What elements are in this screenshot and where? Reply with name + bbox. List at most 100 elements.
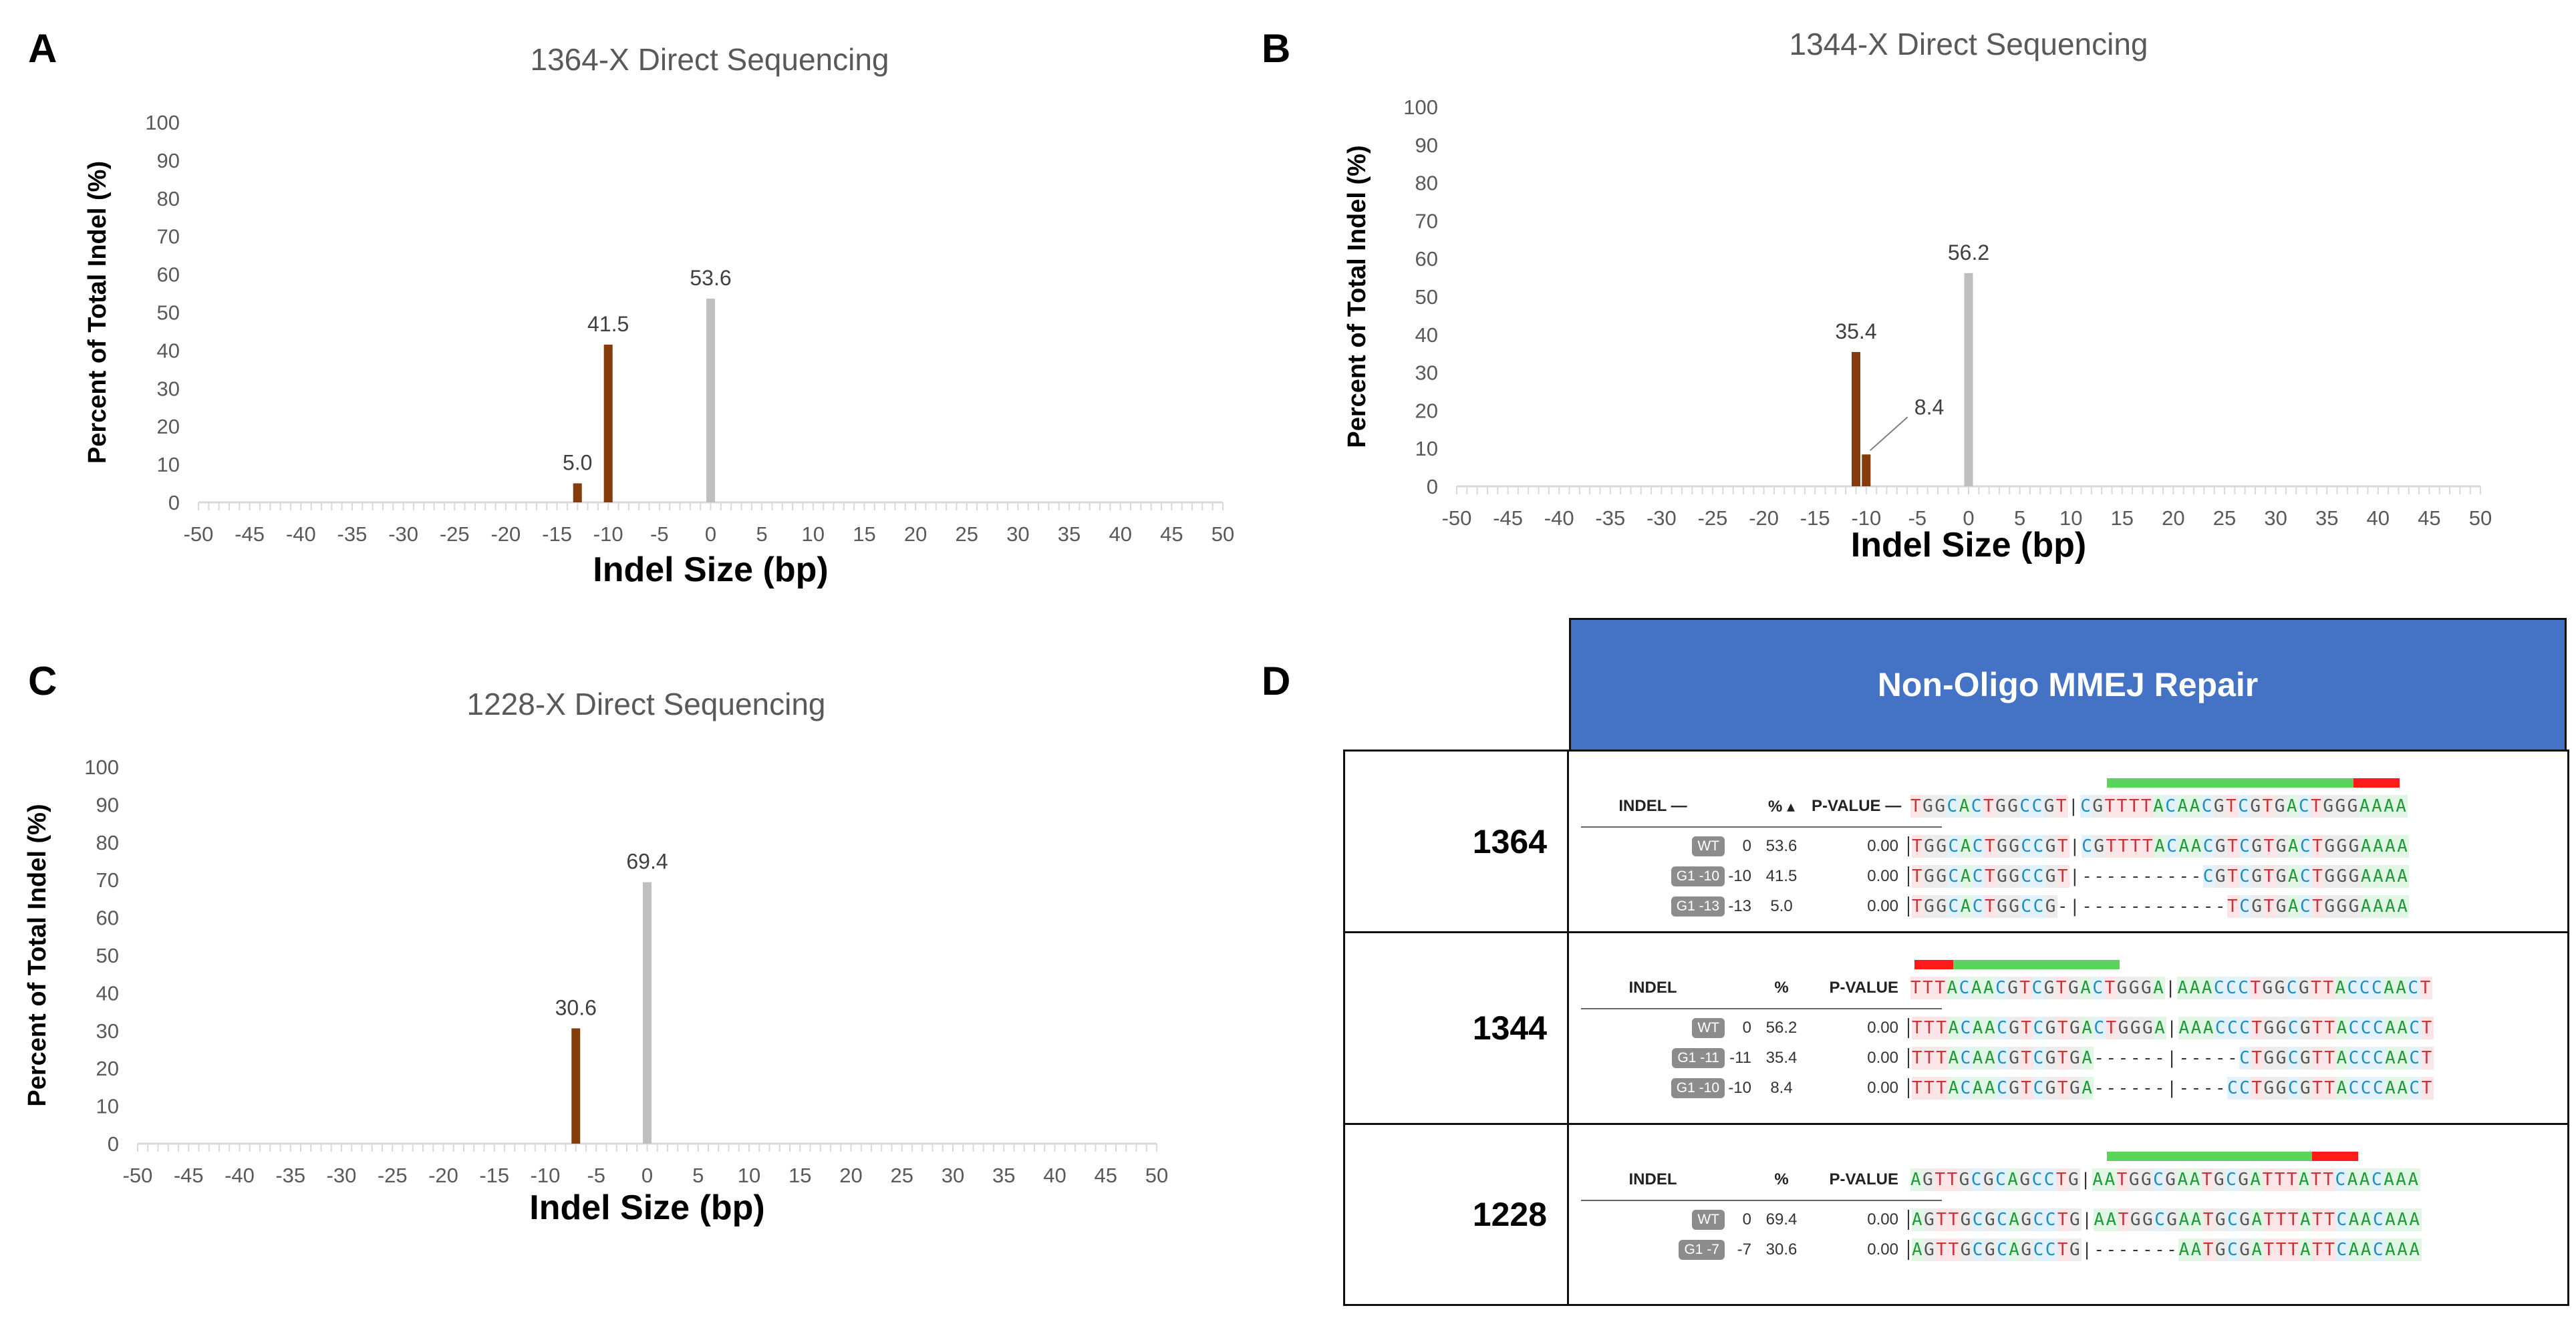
x-tick-label: 0 — [641, 1164, 653, 1187]
x-tick-label: -30 — [1647, 506, 1677, 530]
x-tick-label: -10 — [1851, 506, 1881, 530]
indel-length: -11 — [1729, 1049, 1751, 1067]
y-tick-label: 80 — [1415, 172, 1438, 195]
y-tick-label: 30 — [96, 1019, 119, 1043]
panel-letter-b: B — [1262, 26, 1291, 71]
bar — [643, 882, 652, 1144]
indel-cell: G1 -13 — [1581, 896, 1725, 917]
x-tick-label: 50 — [2469, 506, 2492, 530]
y-axis-label: Percent of Total Indel (%) — [1343, 145, 1371, 448]
y-tick-label: 0 — [108, 1132, 119, 1156]
indel-pvalue: 0.00 — [1867, 1210, 1898, 1228]
x-tick-label: 45 — [2418, 506, 2440, 530]
x-tick-label: 15 — [2111, 506, 2134, 530]
x-axis-label: Indel Size (bp) — [529, 1188, 764, 1227]
x-tick-label: 35 — [1058, 522, 1081, 546]
panel-d-mmej-table: Non-Oligo MMEJ Repair 1364 INDEL — % ▴ P-VA… — [1343, 618, 2569, 1306]
x-tick-label: 10 — [802, 522, 825, 546]
y-tick-label: 10 — [1415, 437, 1438, 460]
d-row-1364: 1364 INDEL — % ▴ P-VALUE — TGGCACTGGCCGT|CGT… — [1343, 750, 2569, 933]
sequence: TGGCACTGGCCG-|------------TCGTGACTGGGAAA… — [1908, 895, 2410, 918]
indel-cell: G1 -10 — [1581, 866, 1725, 886]
indel-percent: 69.4 — [1765, 1210, 1798, 1228]
indel-length: 0 — [1742, 1210, 1751, 1228]
y-tick-label: 80 — [96, 831, 119, 854]
x-tick-label: 20 — [904, 522, 927, 546]
indel-cell: G1 -11 — [1581, 1048, 1725, 1068]
y-tick-label: 30 — [1415, 361, 1438, 385]
y-tick-label: 30 — [157, 377, 180, 400]
y-tick-label: 40 — [96, 981, 119, 1005]
x-tick-label: 30 — [942, 1164, 964, 1187]
indel-percent: 53.6 — [1765, 837, 1798, 855]
header-pvalue: P-VALUE — [1829, 1170, 1898, 1188]
sequence: TGGCACTGGCCGT|----------CGTCGTGACTGGGAAA… — [1908, 865, 2410, 888]
indel-table: INDEL% P-VALUE AGTTGCGCAGCCTG|AATGGCGAATGC… — [1569, 1125, 2567, 1304]
y-tick-label: 60 — [1415, 247, 1438, 271]
y-tick-label: 10 — [157, 453, 180, 476]
indel-pvalue: 0.00 — [1867, 1079, 1898, 1097]
y-tick-label: 60 — [96, 906, 119, 930]
bar — [1862, 454, 1871, 486]
header-percent: % — [1774, 1170, 1789, 1188]
indel-length: -13 — [1728, 897, 1751, 915]
x-tick-label: 40 — [1109, 522, 1131, 546]
bar-value-label: 30.6 — [555, 995, 597, 1019]
sequence: AGTTGCGCAGCCTG|-------AATGCGATTTATTCAACA… — [1908, 1238, 2422, 1261]
y-tick-label: 60 — [157, 263, 180, 287]
x-tick-label: -5 — [650, 522, 669, 546]
y-tick-label: 90 — [1415, 134, 1438, 157]
d-row-1228: 1228 INDEL% P-VALUE AGTTGCGCAGCCTG|AATGGCGA… — [1343, 1123, 2569, 1306]
x-tick-label: 30 — [2264, 506, 2287, 530]
table-row: WT 0 69.4 0.00 AGTTGCGCAGCCTG|AATGGCGAATGCGA… — [1581, 1206, 2422, 1233]
indel-percent: 30.6 — [1765, 1241, 1798, 1259]
x-tick-label: 15 — [853, 522, 875, 546]
pam-bar — [2353, 778, 2400, 788]
x-tick-label: 50 — [1211, 522, 1234, 546]
x-tick-label: 5 — [692, 1164, 704, 1187]
sequence: TTTACAACGTCGTGACTGGGA|AAACCCTGGCGTTACCCA… — [1910, 977, 2432, 999]
header-pvalue: P-VALUE — — [1812, 797, 1902, 815]
indel-percent: 5.0 — [1770, 897, 1793, 915]
d-row-1344: 1344 INDEL% P-VALUE TTTACAACGTCGTGACTGGGA|A… — [1343, 931, 2569, 1125]
x-tick-label: -50 — [123, 1164, 153, 1187]
label-leader-line — [1870, 416, 1908, 452]
x-tick-label: -25 — [378, 1164, 408, 1187]
x-tick-label: -25 — [1698, 506, 1728, 530]
header-percent: % ▴ — [1767, 797, 1796, 816]
y-tick-label: 100 — [84, 756, 119, 779]
indel-pvalue: 0.00 — [1867, 897, 1898, 915]
bar-value-label: 53.6 — [690, 266, 731, 290]
y-tick-label: 50 — [157, 301, 180, 325]
x-tick-label: 0 — [705, 522, 716, 546]
x-tick-label: -35 — [1595, 506, 1625, 530]
indel-tag: G1 -7 — [1679, 1240, 1725, 1260]
pam-bar — [1914, 960, 1953, 969]
x-tick-label: -15 — [479, 1164, 509, 1187]
indel-tag: G1 -11 — [1672, 1048, 1725, 1068]
guide-target-bar — [2107, 778, 2353, 788]
indel-length: -10 — [1728, 867, 1751, 885]
indel-pvalue: 0.00 — [1867, 1049, 1898, 1067]
indel-cell: WT — [1581, 836, 1725, 856]
x-tick-label: -15 — [1800, 506, 1830, 530]
x-tick-label: -30 — [388, 522, 418, 546]
bar — [573, 483, 582, 502]
x-tick-label: 40 — [2367, 506, 2390, 530]
indel-percent: 35.4 — [1765, 1049, 1798, 1067]
header-percent: % — [1774, 979, 1789, 997]
y-tick-label: 20 — [1415, 399, 1438, 422]
chart-title: 1344-X Direct Sequencing — [1790, 27, 2148, 61]
x-tick-label: -10 — [593, 522, 623, 546]
indel-cell: G1 -10 — [1581, 1078, 1725, 1098]
y-axis-label: Percent of Total Indel (%) — [23, 804, 51, 1106]
table-row: G1 -11 -11 35.4 0.00 TTTACAACGTCGTGA------|-… — [1581, 1045, 2434, 1071]
table-row: WT 0 53.6 0.00 TGGCACTGGCCGT|CGTTTTACAACGTCG… — [1581, 833, 2410, 860]
sequence: TTTACAACGTCGTGA------|----CCTGGCGTTACCCA… — [1908, 1077, 2434, 1100]
indel-length: 0 — [1742, 837, 1751, 855]
y-tick-label: 100 — [1403, 96, 1438, 119]
bar-value-label: 41.5 — [587, 312, 629, 336]
guide-target-bar — [1953, 960, 2120, 969]
